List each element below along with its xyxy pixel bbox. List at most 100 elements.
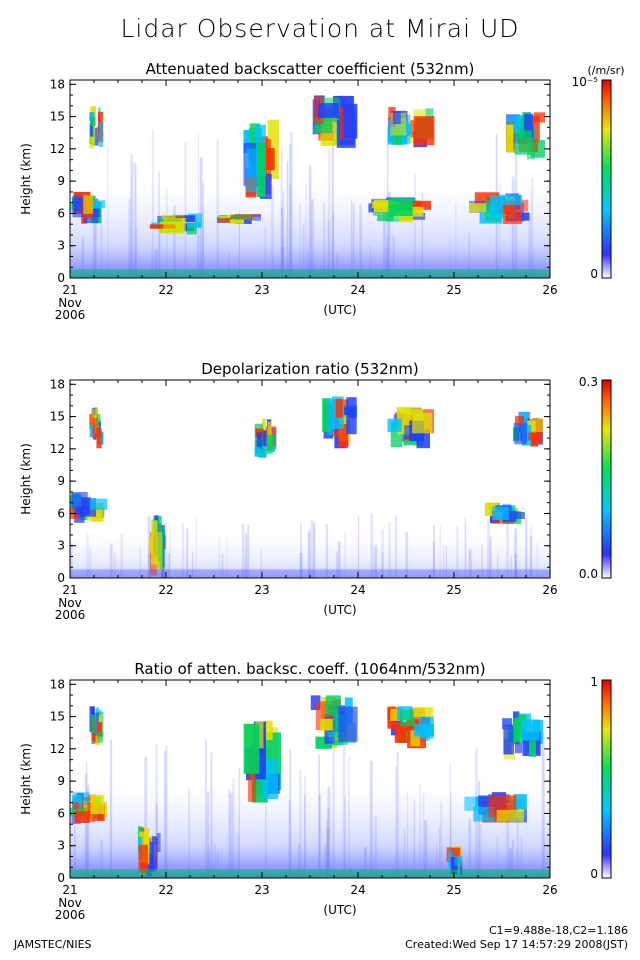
cloud-cell [96,427,102,449]
cloud-cell [148,536,153,554]
x-axis-label: (UTC) [323,603,356,617]
signal-streak [528,214,531,278]
signal-streak [436,844,438,878]
cloud-cell [90,117,94,137]
x-date-label: Nov [58,296,81,310]
signal-streak [100,210,103,278]
signal-streak [381,529,384,578]
signal-streak [422,793,425,878]
cloud-cell [448,850,453,868]
y-tick-label: 18 [50,377,65,391]
cloud-cell [346,397,357,435]
signal-streak [413,800,416,878]
x-date-label: 2006 [55,908,86,922]
signal-streak [419,784,421,878]
cloud-cell [256,142,266,197]
signal-streak [506,798,509,878]
signal-streak [286,161,289,278]
signal-streak [480,824,482,878]
signal-streak [134,162,137,278]
cloud-cell [456,856,460,878]
cloud-cell [253,214,261,221]
cloud-cell [146,854,152,877]
signal-streak [299,522,302,578]
signal-streak [230,793,233,878]
cloud-cell [338,706,358,742]
signal-streak [154,250,158,278]
cloud-cell [514,741,523,754]
y-tick-label: 18 [50,77,65,91]
signal-streak [100,838,104,878]
y-tick-label: 18 [50,677,65,691]
signal-streak [298,843,300,878]
cloud-cell [217,217,235,223]
cloud-cell [264,720,273,740]
signal-streak [213,843,216,878]
x-tick-label: 26 [542,883,557,897]
signal-streak [120,533,124,578]
colorbar-min-label: 0 [590,867,598,881]
signal-streak [247,524,250,578]
x-axis-label: (UTC) [323,903,356,917]
cloud-cell [394,722,407,743]
signal-streak [385,246,388,278]
cloud-cell [184,215,195,223]
y-tick-label: 12 [50,442,65,456]
signal-streak [440,800,443,878]
y-tick-label: 9 [57,774,65,788]
signal-streak [445,545,447,578]
signal-streak [135,227,138,278]
signal-streak [514,528,517,578]
cloud-cell [87,208,101,218]
y-tick-label: 6 [57,806,65,820]
signal-streak [310,519,314,578]
signal-streak [335,551,339,578]
signal-streak [326,819,329,878]
signal-streak [304,775,306,878]
signal-streak [202,210,205,278]
cloud-cell [156,532,163,571]
signal-streak [383,205,386,278]
signal-streak [516,807,519,878]
signal-streak [369,245,372,278]
cloud-cell [502,510,517,523]
colorbar-max-label: 10⁻⁵ [572,75,599,89]
signal-streak [326,828,329,878]
signal-streak [290,131,293,278]
signal-streak [344,796,346,878]
cloud-cell [400,709,416,726]
signal-streak [288,185,292,278]
signal-streak [392,236,395,278]
signal-streak [150,251,153,278]
signal-streak [307,249,309,278]
surface-band [70,869,550,878]
signal-streak [127,199,131,278]
cloud-cell [138,844,149,873]
signal-streak [216,139,219,278]
signal-streak [144,756,148,878]
footer-constants: C1=9.488e-18,C2=1.186 [488,924,628,937]
cloud-cell [156,833,161,852]
signal-streak [530,526,532,578]
colorbar [601,379,612,579]
signal-streak [241,523,245,578]
cloud-cell [392,111,401,125]
signal-streak [208,847,211,878]
signal-streak [289,749,292,878]
signal-streak [238,768,240,878]
cloud-cell [338,424,349,448]
signal-streak [87,783,90,878]
y-tick-label: 9 [57,474,65,488]
signal-streak [541,732,545,878]
signal-streak [344,532,346,578]
colorbar-unit: (/m/sr) [588,64,625,77]
signal-streak [312,523,315,578]
signal-streak [468,549,472,578]
cloud-cell [510,511,525,520]
cloud-cell [98,121,104,147]
cloud-cell [266,434,275,452]
cloud-cell [492,507,510,520]
signal-streak [107,142,109,278]
surface-band [70,569,550,578]
signal-streak [304,794,306,878]
